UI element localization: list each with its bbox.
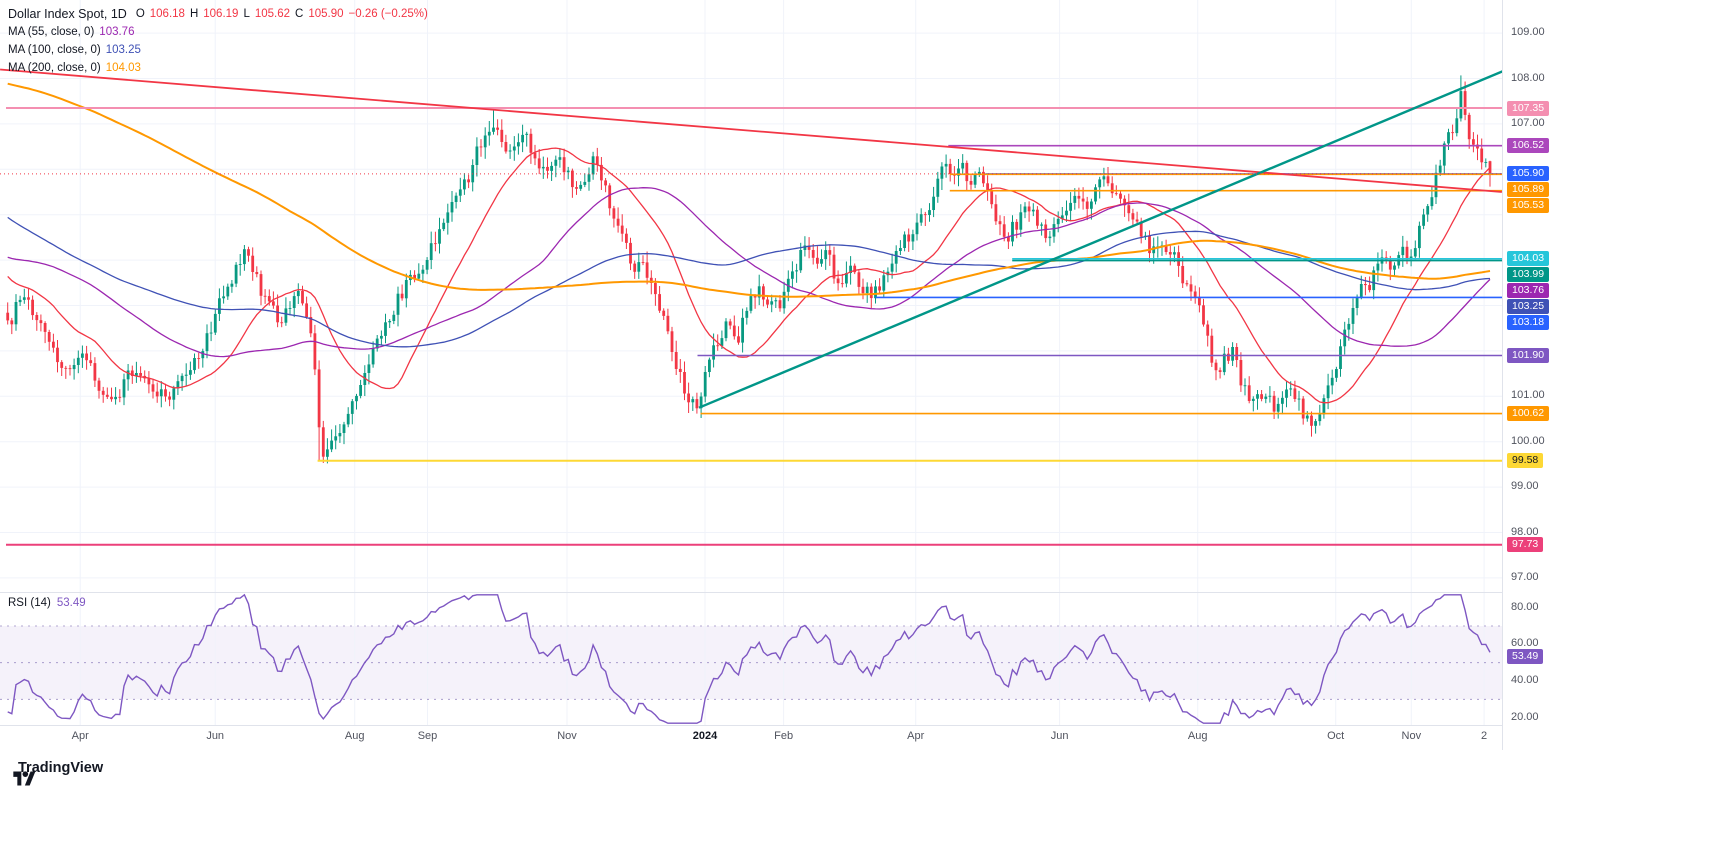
symbol-title[interactable]: Dollar Index Spot, 1D: [8, 7, 127, 21]
rsi-tick: 60.00: [1511, 637, 1539, 650]
ma55-value: 103.76: [99, 26, 135, 38]
ohlc-open-value: 106.18: [149, 8, 185, 20]
price-badge: 103.99: [1507, 267, 1550, 283]
ma200-label: MA (200, close, 0): [8, 62, 101, 74]
rsi-tick: 80.00: [1511, 600, 1539, 613]
time-label: Nov: [1401, 730, 1422, 742]
indicator-row-ma200[interactable]: MA (200, close, 0) 104.03: [8, 59, 428, 77]
price-tick: 101.00: [1511, 389, 1545, 402]
price-badge: 103.25: [1507, 299, 1550, 315]
indicator-row-ma100[interactable]: MA (100, close, 0) 103.25: [8, 41, 428, 59]
price-badge: 103.76: [1507, 283, 1550, 299]
time-axis[interactable]: Apr Jun Aug Sep Nov 2024 Feb Apr Jun Aug Oct Nov 2: [0, 726, 1502, 750]
time-label: Aug: [344, 730, 365, 742]
time-label: Sep: [417, 730, 438, 742]
ma100-value: 103.25: [105, 44, 141, 56]
time-label: Feb: [774, 730, 794, 742]
indicator-row-ma55[interactable]: MA (55, close, 0) 103.76: [8, 23, 428, 41]
pane-divider[interactable]: [0, 592, 1715, 593]
rsi-value: 53.49: [56, 597, 86, 609]
rsi-badge: 53.49: [1507, 648, 1544, 664]
ma55-label: MA (55, close, 0): [8, 26, 95, 38]
rsi-label: RSI (14): [8, 597, 51, 609]
ohlc-low-label: L: [243, 8, 250, 20]
price-badge: 105.90: [1507, 166, 1550, 182]
price-badge: 101.90: [1507, 348, 1550, 363]
price-tick: 98.00: [1511, 525, 1539, 538]
ma200-value: 104.03: [105, 62, 141, 74]
price-badge: 105.89: [1507, 182, 1550, 198]
price-badge: 105.53: [1507, 198, 1550, 214]
time-label: Jun: [206, 730, 225, 742]
rsi-tick: 20.00: [1511, 710, 1539, 723]
rsi-legend[interactable]: RSI (14) 53.49: [8, 597, 86, 609]
time-label: Apr: [907, 730, 925, 742]
ohlc-low-value: 105.62: [254, 8, 291, 20]
ohlc-open-label: O: [135, 8, 145, 20]
price-badge: 97.73: [1507, 537, 1544, 553]
ohlc-close-value: 105.90: [308, 8, 344, 20]
ohlc-high-label: H: [189, 8, 199, 20]
time-label: 2024: [692, 730, 718, 742]
price-axis[interactable]: 109.00 108.00 107.00 101.00 100.00 99.00 98.00…: [1502, 0, 1715, 750]
price-tick: 100.00: [1511, 434, 1545, 447]
price-badge: 100.62: [1507, 406, 1550, 422]
time-label: Jun: [1050, 730, 1069, 742]
price-badge: 99.58: [1507, 453, 1544, 469]
change-value: −0.26 (−0.25%): [348, 8, 428, 20]
time-label: Aug: [1187, 730, 1208, 742]
time-label: Apr: [71, 730, 89, 742]
time-label: Oct: [1327, 730, 1345, 742]
ohlc-close-label: C: [295, 8, 304, 20]
ma100-label: MA (100, close, 0): [8, 44, 101, 56]
time-label: 2: [1481, 730, 1488, 742]
rsi-tick: 40.00: [1511, 674, 1539, 686]
tradingview-logo[interactable]: TradingView: [12, 760, 104, 786]
price-tick: 99.00: [1511, 480, 1539, 493]
price-pane-chart[interactable]: [0, 0, 1502, 592]
price-tick: 108.00: [1511, 71, 1545, 84]
price-tick: 107.00: [1511, 116, 1545, 129]
time-label: Nov: [557, 730, 577, 742]
price-badge: 107.35: [1507, 100, 1550, 116]
tradingview-logo-text: TradingView: [18, 760, 104, 776]
rsi-pane-chart[interactable]: [0, 593, 1502, 725]
ohlc-high-value: 106.19: [203, 8, 239, 20]
price-badge: 106.52: [1507, 138, 1550, 154]
price-badge: 104.03: [1507, 251, 1550, 267]
price-tick: 97.00: [1511, 570, 1539, 583]
price-badge: 103.18: [1507, 315, 1550, 331]
price-tick: 109.00: [1511, 26, 1545, 39]
time-axis-divider: [0, 725, 1715, 726]
